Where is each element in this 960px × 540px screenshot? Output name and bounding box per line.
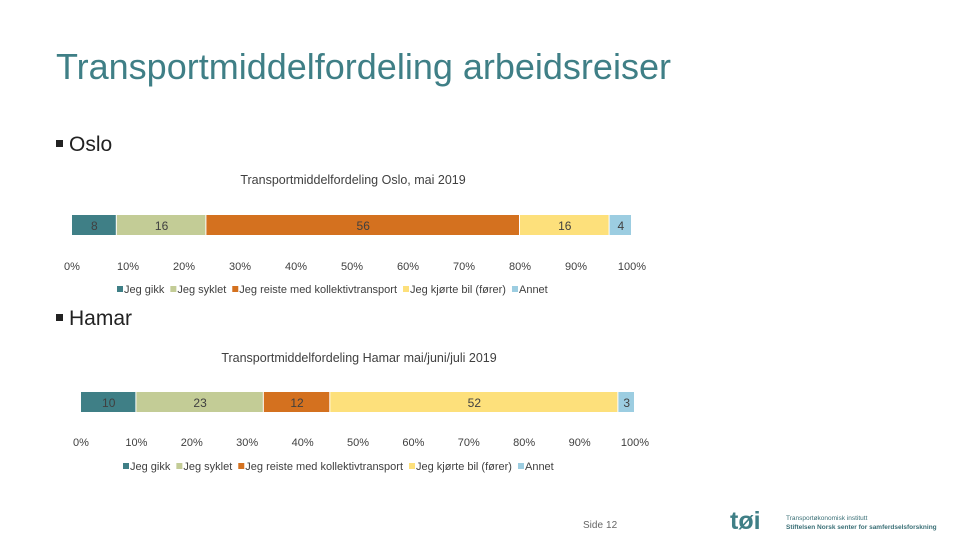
data-label-jeg-reiste-med-kollektivtransport: 12 [290,396,304,410]
data-label-annet: 4 [617,219,624,233]
x-tick-label: 30% [236,437,258,449]
page-number: 12 [606,520,618,531]
x-tick-label: 10% [117,261,139,273]
legend-label-annet: Annet [525,461,554,473]
x-tick-label: 0% [73,437,89,449]
bar-annet [618,392,634,412]
bar-jeg-gikk [72,215,116,235]
legend-label-jeg-reiste-med-kollektivtransport: Jeg reiste med kollektivtransport [239,284,397,296]
data-label-jeg-reiste-med-kollektivtransport: 56 [357,219,371,233]
legend-label-jeg-syklet: Jeg syklet [177,284,226,296]
legend-swatch-jeg-reiste-med-kollektivtransport [238,463,245,469]
bullet-hamar-label: Hamar [69,307,133,330]
x-tick-label: 50% [341,261,363,273]
x-tick-label: 20% [181,437,203,449]
bar-jeg-reiste-med-kollektivtransport [263,392,330,412]
bar-jeg-gikk [81,392,136,412]
chart-title: Transportmiddelfordeling Oslo, mai 2019 [240,173,465,187]
page-label: Side [583,520,604,531]
legend-label-jeg-reiste-med-kollektivtransport: Jeg reiste med kollektivtransport [245,461,403,473]
legend-label-jeg-gikk: Jeg gikk [130,461,171,473]
x-tick-label: 50% [347,437,369,449]
data-label-annet: 3 [623,396,630,410]
logo-mark: tøi [730,508,761,534]
data-label-jeg-gikk: 8 [91,219,98,233]
bullet-oslo: Oslo [56,133,112,157]
legend-label-jeg-kj-rte-bil-f-rer: Jeg kjørte bil (fører) [410,284,506,296]
bar-jeg-kj-rte-bil-f-rer [520,215,609,235]
bar-jeg-kj-rte-bil-f-rer [330,392,618,412]
legend-swatch-jeg-reiste-med-kollektivtransport [232,286,239,292]
logo-line-2: Stiftelsen Norsk senter for samferdselsf… [786,524,937,531]
bar-annet [609,215,631,235]
chart-oslo: Transportmiddelfordeling Oslo, mai 2019 8… [64,173,646,296]
bar-jeg-syklet [116,215,206,235]
logo-text: Transportøkonomisk institutt Stiftelsen … [786,514,937,532]
chart-title: Transportmiddelfordeling Hamar mai/juni/… [221,351,496,365]
data-label-jeg-syklet: 16 [155,219,169,233]
x-tick-label: 40% [292,437,314,449]
data-label-jeg-kj-rte-bil-f-rer: 16 [558,219,572,233]
legend-swatch-jeg-kj-rte-bil-f-rer [409,463,416,469]
page-title: Transportmiddelfordeling arbeidsreiser [56,46,671,87]
legend-swatch-annet [511,286,518,292]
bar-jeg-syklet [136,392,263,412]
x-tick-label: 10% [125,437,147,449]
bullet-square-icon [56,313,63,321]
x-tick-label: 90% [565,261,587,273]
legend-swatch-jeg-gikk [123,463,129,469]
legend-swatch-jeg-syklet [170,286,177,292]
x-tick-label: 60% [397,261,419,273]
toi-logo-icon: tøi [730,508,761,534]
legend-swatch-jeg-syklet [176,463,183,469]
bullet-oslo-label: Oslo [69,133,113,156]
x-tick-label: 70% [458,437,480,449]
legend-swatch-jeg-gikk [117,286,123,292]
x-tick-label: 40% [285,261,307,273]
x-tick-label: 60% [402,437,424,449]
bullet-hamar: Hamar [56,307,132,331]
legend-label-jeg-syklet: Jeg syklet [183,461,232,473]
data-label-jeg-syklet: 23 [193,396,207,410]
legend-label-annet: Annet [519,284,548,296]
x-tick-label: 80% [509,261,531,273]
legend-swatch-jeg-kj-rte-bil-f-rer [403,286,410,292]
data-label-jeg-kj-rte-bil-f-rer: 52 [468,396,482,410]
legend-label-jeg-kj-rte-bil-f-rer: Jeg kjørte bil (fører) [416,461,512,473]
x-tick-label: 20% [173,261,195,273]
chart-hamar: Transportmiddelfordeling Hamar mai/juni/… [73,351,649,473]
legend-label-jeg-gikk: Jeg gikk [124,284,165,296]
bar-jeg-reiste-med-kollektivtransport [206,215,519,235]
bullet-square-icon [56,139,63,147]
x-tick-label: 100% [621,437,649,449]
data-label-jeg-gikk: 10 [102,396,116,410]
x-tick-label: 30% [229,261,251,273]
logo-line-1: Transportøkonomisk institutt [786,515,868,522]
page-number-footer: Side 12 [583,520,620,531]
x-tick-label: 90% [569,437,591,449]
legend-swatch-annet [517,463,524,469]
x-tick-label: 80% [513,437,535,449]
x-tick-label: 100% [618,261,646,273]
x-tick-label: 0% [64,261,80,273]
x-tick-label: 70% [453,261,475,273]
